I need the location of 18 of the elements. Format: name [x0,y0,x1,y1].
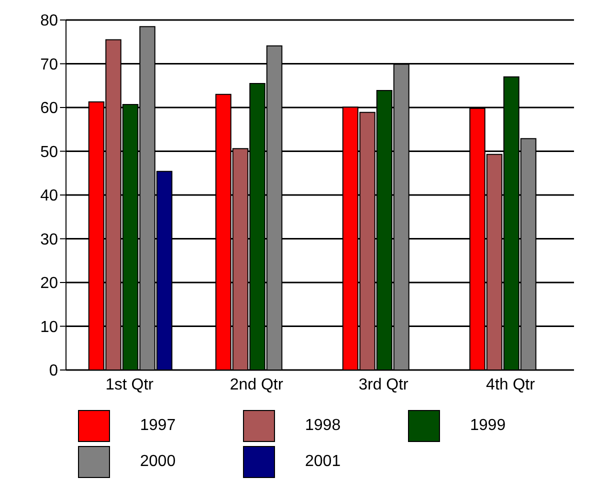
x-tick-label: 4th Qtr [486,376,536,394]
y-tick-label: 40 [40,188,58,205]
y-tick-label: 60 [40,100,58,118]
legend-label: 1998 [305,417,341,435]
legend-label: 1999 [470,417,506,435]
y-tick-label: 50 [40,144,58,161]
y-tick-label: 20 [40,275,58,292]
y-tick-label: 80 [40,12,58,30]
x-tick-label: 1st Qtr [105,376,154,394]
x-tick-label: 2nd Qtr [230,376,284,394]
legend-label: 1997 [140,417,176,435]
y-tick-label: 30 [40,231,58,248]
legend-label: 2000 [140,453,176,471]
y-tick-label: 10 [40,318,58,336]
legend-label: 2001 [305,453,341,471]
x-tick-label: 3rd Qtr [358,376,410,394]
y-tick-label: 0 [49,362,58,380]
y-tick-label: 70 [40,56,58,74]
